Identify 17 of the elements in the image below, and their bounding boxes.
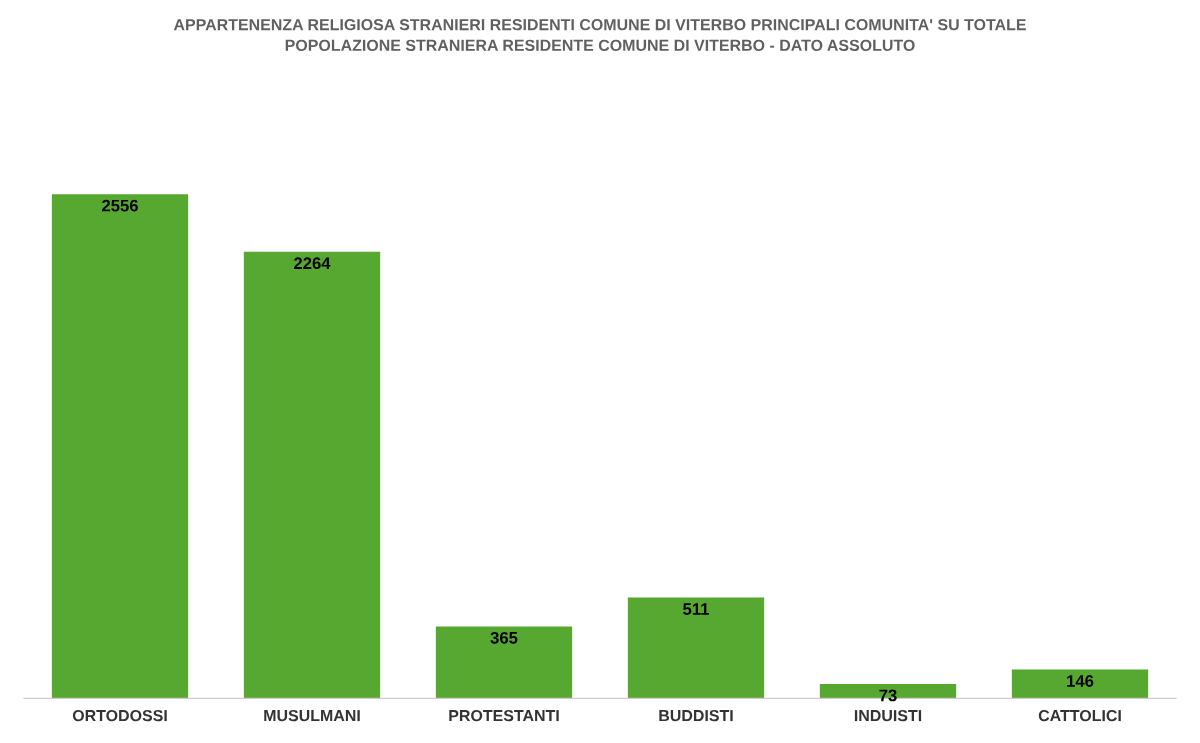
x-tick-label: INDUISTI [854,709,922,722]
x-tick-label: ORTODOSSI [72,709,167,722]
data-label: 2264 [294,257,331,270]
x-tick-label: CATTOLICI [1038,709,1121,722]
bar [243,251,381,699]
bar [51,194,189,699]
bar [627,597,765,699]
x-tick-label: MUSULMANI [264,709,360,722]
data-label: 2556 [102,199,138,212]
x-tick-label: BUDDISTI [659,709,733,722]
data-label: 365 [490,631,518,644]
x-tick-label: PROTESTANTI [449,709,559,722]
bar [435,626,573,699]
chart-title: APPARTENENZA RELIGIOSA STRANIERI RESIDENTI COMUNE DI VITERBO PRINCIPALI COMUNITA' SU TOTALE POPOLAZIONE STRANIERA RESIDENTE COMUNE DI VITERBO - DATO ASSOLUTO [173,19,1026,51]
data-label: 146 [1067,675,1094,687]
data-label: 511 [683,603,709,615]
bar [1011,669,1149,699]
